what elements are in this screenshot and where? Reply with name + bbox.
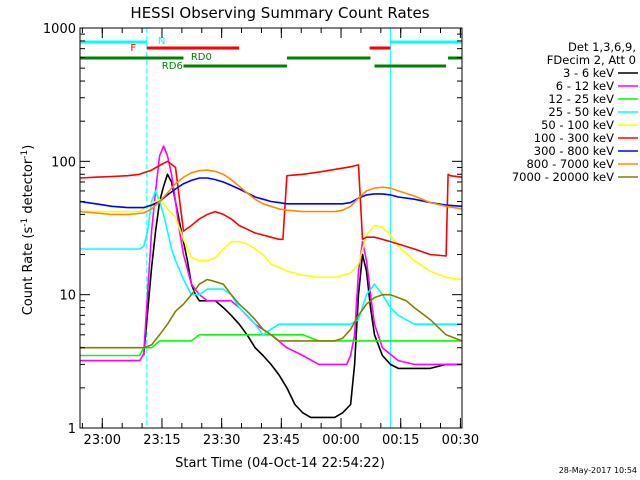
flag-label-n: N (158, 36, 165, 47)
series-line-4 (80, 198, 463, 281)
x-axis-label: Start Time (04-Oct-14 22:54:22) (175, 456, 385, 471)
timestamp: 28-May-2017 10:54 (559, 466, 637, 475)
series-line-2 (80, 333, 462, 357)
legend-label-7: 800 - 7000 keV (526, 157, 614, 171)
legend-header-0: Det 1,3,6,9, (568, 40, 636, 54)
y-tick-label-1: 10 (59, 289, 76, 304)
legend-header-1: FDecim 2, Att 0 (547, 53, 636, 67)
x-tick-label-6: 00:30 (442, 433, 479, 448)
y-axis-label-mid: detector (21, 158, 36, 218)
x-tick-label-5: 00:15 (382, 433, 419, 448)
x-tick-label-2: 23:30 (203, 433, 240, 448)
x-tick-label-0: 23:00 (84, 433, 121, 448)
y-axis-label: Count Rate (s-1 detector-1) (20, 145, 36, 316)
chart-title: HESSI Observing Summary Count Rates (130, 4, 429, 22)
legend-label-1: 6 - 12 keV (556, 79, 614, 93)
flag-label-f: F (130, 43, 136, 54)
y-tick-label-3: 1000 (43, 22, 76, 37)
legend-label-6: 300 - 800 keV (534, 144, 614, 158)
x-tick-label-1: 23:15 (143, 433, 180, 448)
legend-label-3: 25 - 50 keV (548, 105, 614, 119)
y-tick-label-2: 100 (51, 155, 76, 170)
y-axis-label-exp1: -1 (20, 218, 30, 227)
legend-label-4: 50 - 100 keV (541, 118, 614, 132)
y-axis-label-close: ) (21, 145, 36, 150)
series-line-1 (80, 145, 462, 366)
legend-label-2: 12 - 25 keV (548, 92, 614, 106)
series-line-3 (80, 190, 462, 336)
x-tick-label-3: 23:45 (263, 433, 300, 448)
series-line-7 (79, 169, 463, 216)
y-axis-label-main: Count Rate (s (21, 227, 36, 316)
flag-label-rd6: RD6 (162, 61, 183, 72)
legend-label-8: 7000 - 20000 keV (512, 170, 614, 184)
legend-label-0: 3 - 6 keV (563, 66, 614, 80)
y-tick-label-0: 1 (68, 422, 76, 437)
legend-label-5: 100 - 300 keV (534, 131, 614, 145)
plot-frame (79, 27, 463, 429)
x-tick-label-4: 00:00 (322, 433, 359, 448)
y-axis-label-exp2: -1 (20, 150, 30, 159)
flag-label-rd0: RD0 (191, 52, 212, 63)
series-line-8 (80, 278, 463, 349)
series-line-5 (79, 160, 463, 257)
